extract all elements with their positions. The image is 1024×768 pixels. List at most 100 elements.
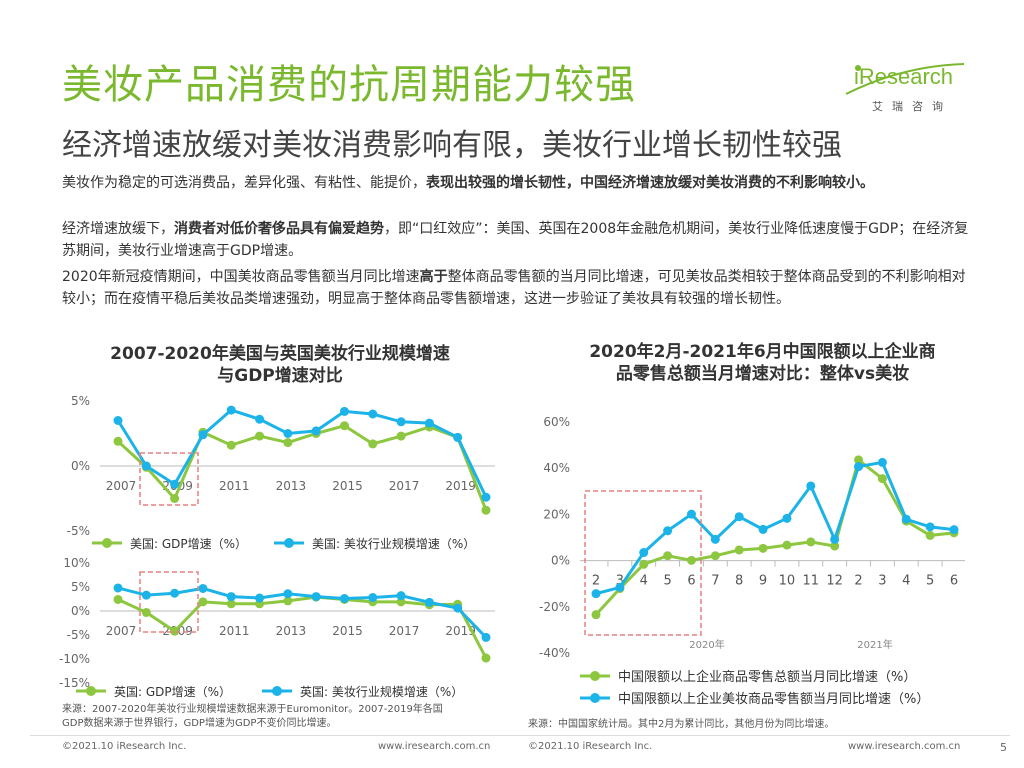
x-tick-label: 2011	[219, 624, 250, 638]
paragraph-1: 美妆作为稳定的可选消费品，差异化强、有粘性、能提价，表现出较强的增长韧性，中国经…	[62, 172, 977, 194]
data-point	[830, 534, 840, 544]
p3-bold: 高于	[419, 269, 448, 285]
data-point	[141, 607, 151, 617]
legend-label: 美国: GDP增速（%）	[130, 537, 247, 551]
p2-text-a: 经济增速放缓下，	[62, 221, 174, 237]
x-tick-label: 2007	[106, 479, 137, 493]
left-source: 来源：2007-2020年美妆行业规模增速数据来源于Euromonitor。20…	[62, 703, 522, 731]
x-tick-label: 2015	[332, 479, 363, 493]
data-point	[481, 653, 491, 663]
data-point	[339, 421, 349, 431]
x-tick-label: 5	[663, 574, 671, 589]
data-point	[283, 438, 293, 448]
x-tick-label: 3	[878, 574, 886, 589]
data-point	[925, 530, 935, 540]
legend-label: 英国: GDP增速（%）	[114, 685, 231, 699]
x-tick-label: 2019	[445, 479, 476, 493]
data-point	[481, 505, 491, 515]
data-point	[710, 534, 720, 544]
data-point	[877, 474, 887, 484]
data-point	[758, 524, 768, 534]
data-point	[113, 436, 123, 446]
p3-text-a: 2020年新冠疫情期间，中国美妆商品零售额当月同比增速	[62, 269, 420, 285]
data-point	[686, 509, 696, 519]
data-point	[591, 589, 601, 599]
data-point	[113, 583, 123, 593]
left-source-l1: 来源：2007-2020年美妆行业规模增速数据来源于Euromonitor。20…	[62, 704, 443, 715]
y-tick-label: 5%	[71, 580, 90, 594]
left-chart-title-l2: 与GDP增速对比	[217, 366, 343, 386]
x-tick-label: 4	[640, 574, 648, 589]
y-tick-label: 0%	[551, 554, 570, 568]
legend-marker	[590, 693, 600, 703]
series-line-2	[116, 408, 488, 498]
data-point	[591, 610, 601, 620]
data-point	[663, 526, 673, 536]
data-point	[141, 590, 151, 600]
x-tick-label: 6	[950, 574, 958, 589]
data-point	[170, 626, 180, 636]
y-tick-label: 0%	[71, 604, 90, 618]
left-chart-title: 2007-2020年美国与英国美妆行业规模增速 与GDP增速对比	[60, 343, 500, 387]
y-tick-label: -20%	[539, 600, 570, 614]
x-tick-label: 8	[735, 574, 743, 589]
data-point	[170, 494, 180, 503]
data-point	[283, 429, 293, 438]
data-point	[311, 592, 321, 602]
data-point	[226, 405, 236, 415]
paragraph-3: 2020年新冠疫情期间，中国美妆商品零售额当月同比增速高于整体商品零售额的当月同…	[62, 266, 977, 310]
data-point	[255, 431, 265, 441]
data-point	[734, 545, 744, 555]
legend-marker	[272, 686, 282, 696]
y-tick-label: 0%	[71, 459, 90, 473]
p2-text-c: ，即“口红效应”：美国、英国在2008年金融危机期间，美妆行业降低速度慢于GDP…	[62, 221, 969, 259]
data-point	[949, 525, 959, 535]
data-point	[639, 559, 649, 569]
y-tick-label: 5%	[71, 394, 90, 408]
year-2020-label: 2020年	[689, 638, 724, 651]
y-tick-label: 60%	[543, 415, 570, 429]
data-point	[424, 597, 434, 607]
page-number: 5	[1000, 741, 1007, 754]
x-tick-label: 2013	[276, 479, 307, 493]
x-tick-label: 2017	[389, 479, 420, 493]
data-point	[368, 439, 378, 449]
data-point	[141, 461, 151, 471]
uk-chart: 10%5%0%-5%-10%-15%2007200920112013201520…	[59, 556, 495, 699]
data-point	[782, 540, 792, 550]
x-tick-label: 2015	[332, 624, 363, 638]
data-point	[396, 431, 406, 441]
right-chart-title-l1: 2020年2月-2021年6月中国限额以上企业商	[589, 342, 936, 362]
data-point	[113, 416, 123, 425]
logo-brand: iResearch	[854, 64, 954, 89]
data-point	[710, 551, 720, 561]
data-point	[806, 537, 816, 547]
y-tick-label: -5%	[67, 524, 90, 538]
x-tick-label: 2	[592, 574, 600, 589]
data-point	[226, 599, 236, 609]
highlight-box	[139, 571, 199, 633]
data-point	[877, 457, 887, 467]
page-subtitle: 经济增速放缓对美妆消费影响有限，美妆行业增长韧性较强	[62, 128, 842, 163]
series-line-1	[116, 424, 488, 511]
paragraph-2: 经济增速放缓下，消费者对低价奢侈品具有偏爱趋势，即“口红效应”：美国、英国在20…	[62, 218, 977, 262]
legend-marker	[86, 686, 96, 696]
data-point	[663, 551, 673, 561]
data-point	[283, 596, 293, 606]
series-line-1	[117, 595, 488, 659]
x-tick-label: 9	[759, 574, 767, 589]
data-point	[339, 406, 349, 416]
data-point	[368, 593, 378, 603]
data-point	[453, 432, 463, 442]
data-point	[198, 430, 208, 440]
data-point	[198, 583, 208, 593]
data-point	[686, 555, 696, 565]
legend-marker	[284, 538, 294, 548]
p2-bold: 消费者对低价奢侈品具有偏爱趋势	[174, 221, 384, 237]
legend-label: 英国: 美妆行业规模增速（%）	[300, 684, 463, 699]
x-tick-label: 4	[902, 574, 910, 589]
highlight-box	[584, 490, 702, 636]
footer-divider	[30, 735, 1010, 736]
data-point	[424, 418, 434, 428]
x-tick-label: 11	[803, 574, 820, 589]
